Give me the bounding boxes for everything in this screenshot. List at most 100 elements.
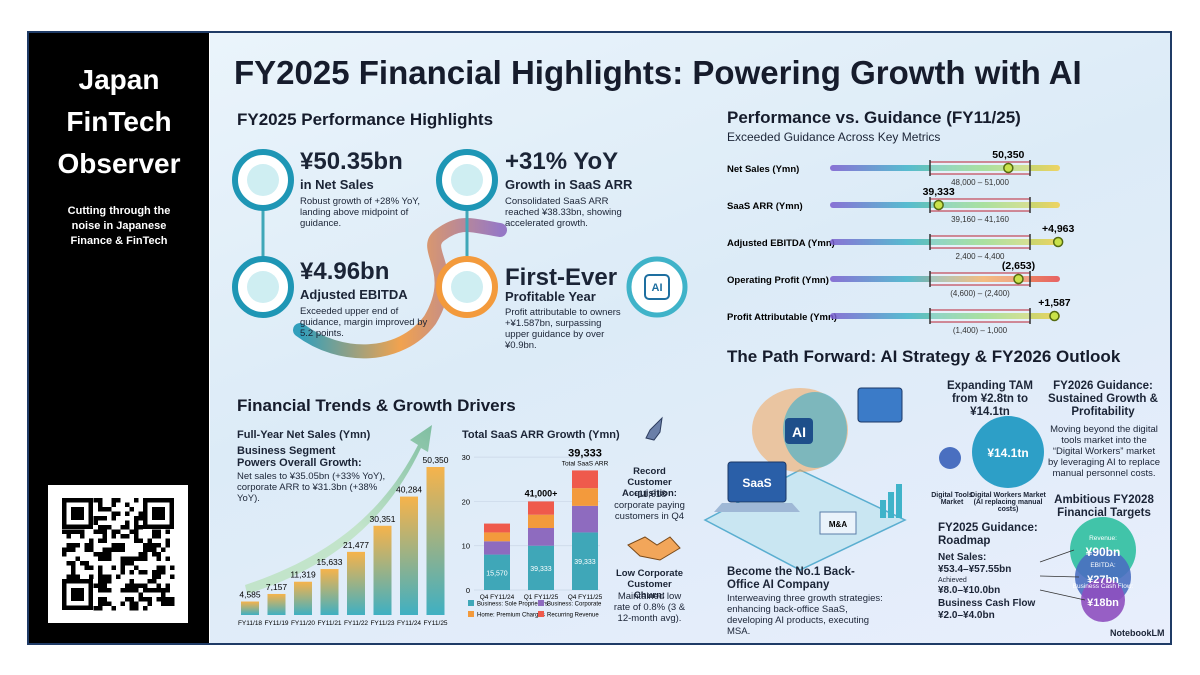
laptop-screen — [727, 461, 787, 503]
legend-swatch — [468, 600, 474, 606]
qr-module — [71, 543, 76, 548]
mna-label: M&A — [829, 520, 847, 529]
qr-module — [98, 538, 103, 543]
qr-module — [102, 556, 107, 561]
qr-code — [48, 485, 188, 623]
bar — [267, 593, 286, 615]
qr-module — [98, 507, 103, 512]
qr-module — [138, 525, 143, 530]
qr-module — [111, 543, 116, 548]
highlight-sub: Growth in SaaS ARR — [505, 177, 633, 192]
qr-module — [152, 574, 157, 579]
qr-module — [120, 601, 125, 606]
legend-swatch — [468, 611, 474, 617]
qr-module — [170, 574, 175, 579]
tam-small — [939, 447, 961, 469]
highlight-text: Exceeded upper end of guidance, margin i… — [300, 306, 428, 339]
bar — [241, 601, 259, 615]
tam-title: Expanding TAM from ¥2.8tn to ¥14.1tn — [946, 380, 1034, 418]
qr-module — [125, 525, 130, 530]
guidance-label: Operating Profit (Ymn) — [727, 275, 829, 286]
qr-finder — [71, 588, 84, 601]
tam-bubble: ¥14.1tn — [987, 446, 1028, 460]
roadmap-title: FY2025 Guidance: Roadmap — [938, 522, 1038, 547]
qr-module — [125, 520, 130, 525]
section-heading: Performance vs. Guidance (FY11/25) — [727, 108, 1021, 127]
qr-module — [71, 565, 76, 570]
roadmap-line: ¥53.4–¥57.55bn — [938, 564, 1012, 575]
tam-label: Digital Tools Market — [931, 492, 973, 506]
qr-module — [98, 601, 103, 606]
qr-module — [93, 516, 98, 521]
bar-value-label: 30,351 — [370, 514, 396, 524]
stacked-bar-segment — [572, 488, 598, 506]
tam-label: Digital Workers Market (AI replacing man… — [970, 492, 1046, 513]
highlight-icon-inner — [451, 271, 483, 303]
chart-annotation-title: Business Segment Powers Overall Growth: — [237, 445, 362, 469]
qr-module — [66, 543, 71, 548]
ai-icon-chip — [644, 274, 670, 300]
chart-annotation: Net sales to ¥35.05bn (+33% YoY), corpor… — [237, 471, 386, 504]
target-label: Business Cash Flow: — [1073, 583, 1134, 590]
target-label: EBITDA: — [1090, 562, 1115, 569]
qr-module — [152, 570, 157, 575]
qr-module — [107, 525, 112, 530]
qr-module — [102, 534, 107, 539]
qr-module — [107, 574, 112, 579]
qr-module — [143, 606, 148, 611]
guidance-range-label: 2,400 – 4,400 — [956, 252, 1005, 261]
qr-module — [152, 543, 157, 548]
qr-module — [116, 498, 121, 503]
qr-module — [129, 583, 134, 588]
bar-value-label: 4,585 — [239, 590, 261, 600]
qr-module — [161, 565, 166, 570]
qr-module — [71, 570, 76, 575]
qr-module — [93, 606, 98, 611]
bar-annotation: 39,333 — [574, 559, 596, 566]
guidance-label: SaaS ARR (Ymn) — [727, 201, 803, 212]
section-subheading: Exceeded Guidance Across Key Metrics — [727, 130, 941, 144]
bar-value-label: 21,477 — [343, 540, 369, 550]
y-tick-label: 30 — [462, 453, 470, 462]
brain-chip — [785, 418, 813, 444]
qr-module — [93, 583, 98, 588]
qr-module — [134, 520, 139, 525]
qr-module — [107, 507, 112, 512]
server-bar — [896, 484, 902, 518]
x-tick-label: FY11/22 — [344, 620, 368, 627]
brain-right — [783, 392, 847, 468]
qr-module — [138, 552, 143, 557]
qr-module — [138, 583, 143, 588]
qr-module — [84, 547, 89, 552]
qr-finder — [152, 507, 165, 520]
footer: NotebookLM — [1110, 628, 1165, 638]
qr-module — [111, 606, 116, 611]
qr-module — [98, 516, 103, 521]
qr-module — [156, 574, 161, 579]
qr-module — [165, 556, 170, 561]
qr-module — [66, 534, 71, 539]
note-title: Record Customer Acquisition: — [622, 466, 677, 499]
bar-annotation: 39,333 — [530, 566, 552, 573]
stacked-bar-segment — [572, 532, 598, 590]
guidance-range — [929, 161, 1031, 175]
guidance-label: Net Sales (Ymn) — [727, 164, 799, 175]
qr-module — [134, 583, 139, 588]
qr-module — [93, 498, 98, 503]
highlight-icon-inner — [247, 271, 279, 303]
guidance-track — [830, 276, 1060, 282]
legend-label: Business: Corporate — [547, 602, 602, 608]
qr-module — [98, 570, 103, 575]
stacked-bar-segment — [572, 470, 598, 489]
qr-module — [152, 588, 157, 593]
qr-module — [75, 529, 80, 534]
fy2028-title: Ambitious FY2028 Financial Targets — [1054, 494, 1154, 519]
qr-module — [134, 606, 139, 611]
qr-module — [165, 543, 170, 548]
qr-module — [143, 583, 148, 588]
qr-module — [129, 507, 134, 512]
guidance-range — [929, 309, 1031, 323]
qr-module — [116, 529, 121, 534]
qr-module — [120, 565, 125, 570]
sidebar-title: Observer — [57, 148, 181, 179]
